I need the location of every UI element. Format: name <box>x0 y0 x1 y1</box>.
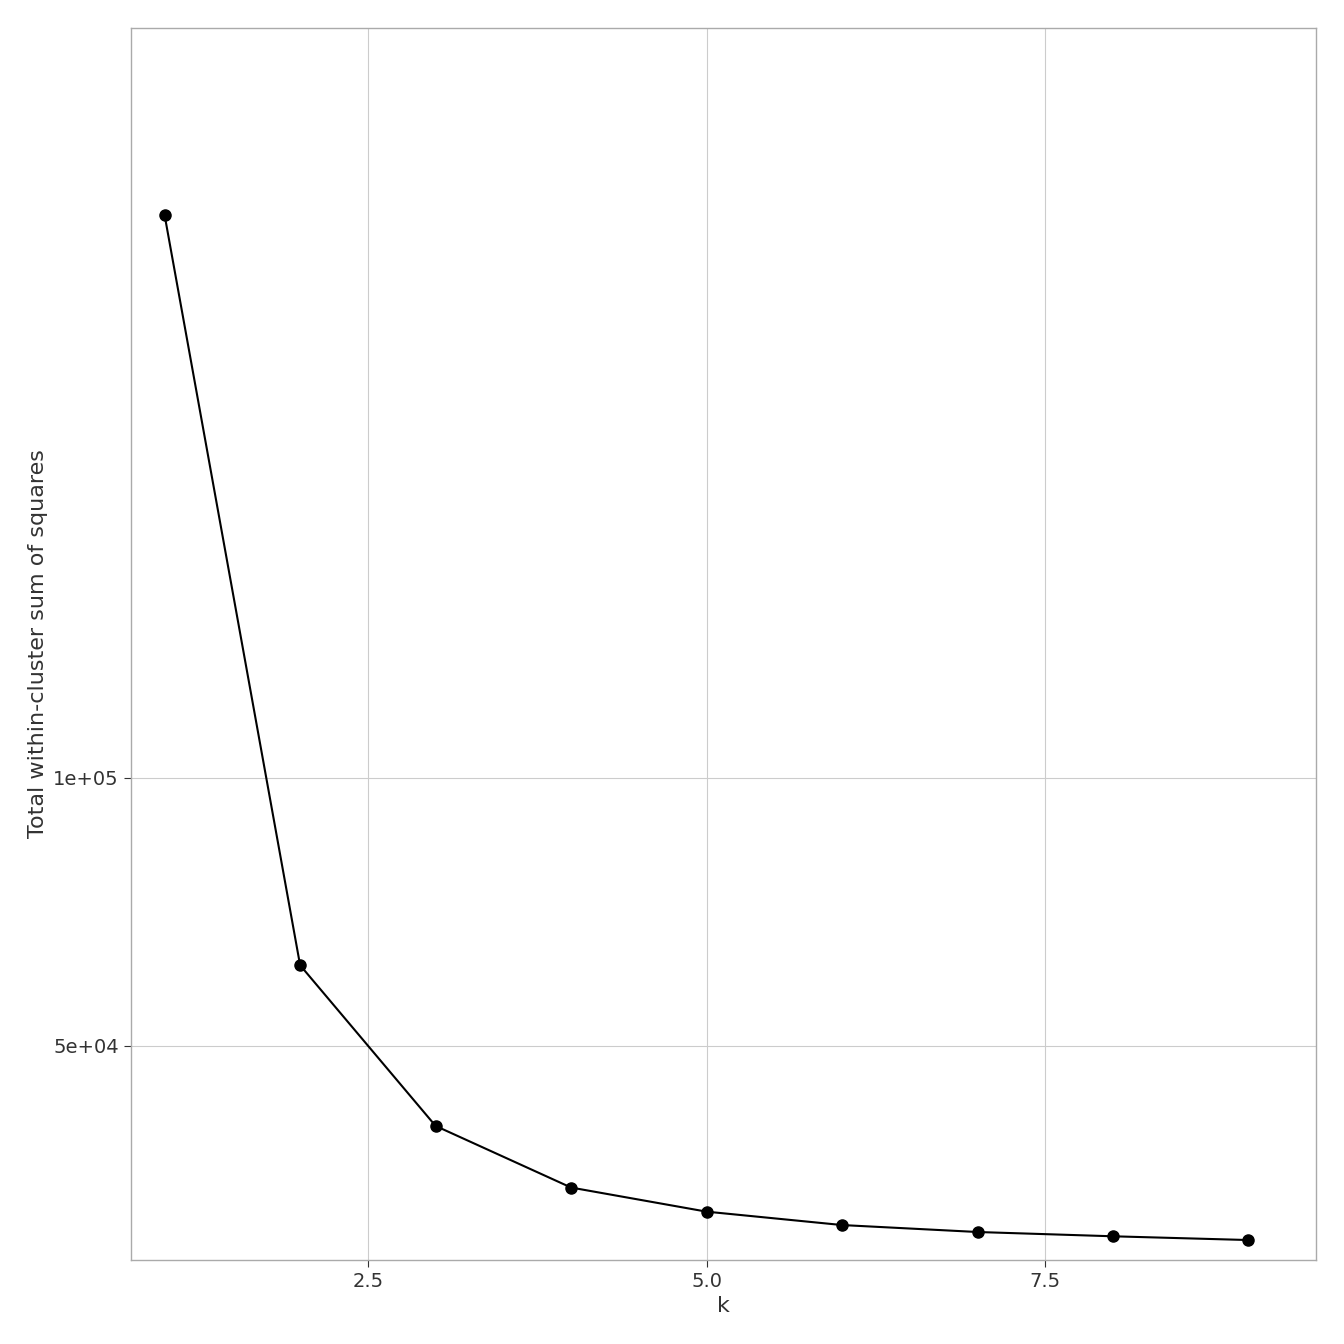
Point <box>1102 1226 1124 1247</box>
Point <box>966 1222 988 1243</box>
Point <box>560 1177 582 1199</box>
Point <box>832 1214 853 1235</box>
Point <box>1238 1230 1259 1251</box>
Point <box>289 954 310 976</box>
Point <box>153 204 175 226</box>
Y-axis label: Total within-cluster sum of squares: Total within-cluster sum of squares <box>28 449 48 839</box>
Point <box>696 1202 718 1223</box>
X-axis label: k: k <box>718 1296 730 1316</box>
Point <box>425 1116 446 1137</box>
